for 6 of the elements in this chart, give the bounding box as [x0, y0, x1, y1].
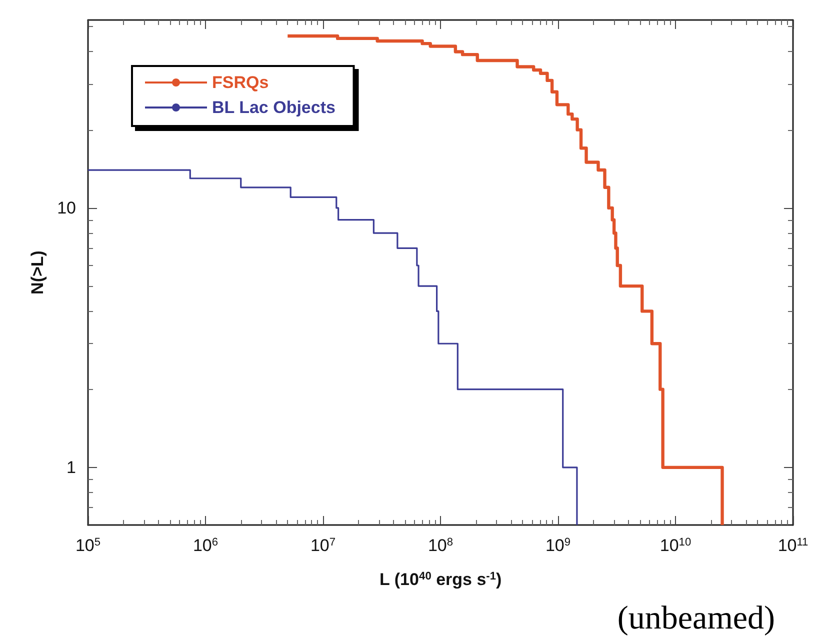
y-tick-label: 10: [57, 198, 76, 218]
text: (unbeamed): [617, 600, 776, 636]
y-tick-label: 1: [66, 458, 76, 477]
legend-label: BL Lac Objects: [212, 98, 336, 117]
y-axis-title: N(>L): [28, 250, 48, 294]
legend-label: FSRQs: [212, 73, 269, 92]
